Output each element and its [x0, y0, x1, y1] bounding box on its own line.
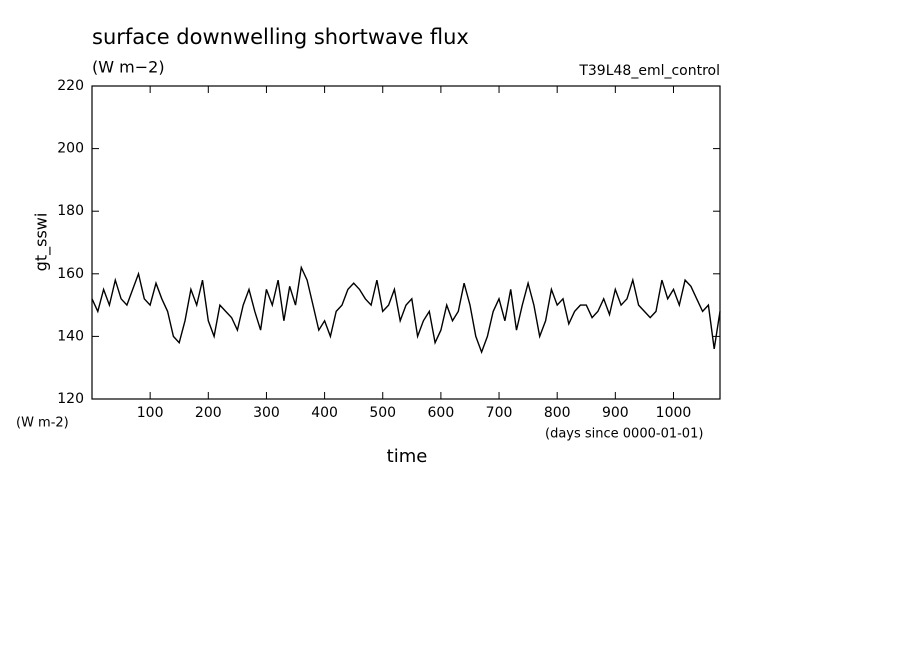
y-axis-label: gt_sswi [32, 213, 52, 272]
x-tick-label: 800 [544, 405, 571, 421]
y-unit: (W m-2) [16, 416, 69, 431]
x-unit: (days since 0000-01-01) [545, 427, 703, 442]
x-tick-label: 300 [253, 405, 280, 421]
x-tick-label: 100 [137, 405, 164, 421]
chart-subtitle: (W m−2) [92, 58, 165, 77]
x-tick-label: 600 [428, 405, 455, 421]
y-tick-label: 180 [57, 203, 84, 219]
y-tick-label: 140 [57, 328, 84, 344]
x-tick-label: 1000 [656, 405, 692, 421]
y-tick-label: 220 [57, 78, 84, 94]
run-label: T39L48_eml_control [578, 63, 720, 79]
x-tick-label: 900 [602, 405, 629, 421]
x-tick-label: 200 [195, 405, 222, 421]
plot-frame [91, 85, 721, 400]
x-tick-label: 400 [311, 405, 338, 421]
chart-title: surface downwelling shortwave flux [92, 25, 469, 49]
y-tick-label: 120 [57, 391, 84, 407]
y-tick-label: 200 [57, 141, 84, 157]
y-tick-label: 160 [57, 266, 84, 282]
x-tick-label: 500 [369, 405, 396, 421]
data-line [91, 265, 721, 355]
x-tick-label: 700 [486, 405, 513, 421]
x-axis-label: time [387, 446, 428, 467]
